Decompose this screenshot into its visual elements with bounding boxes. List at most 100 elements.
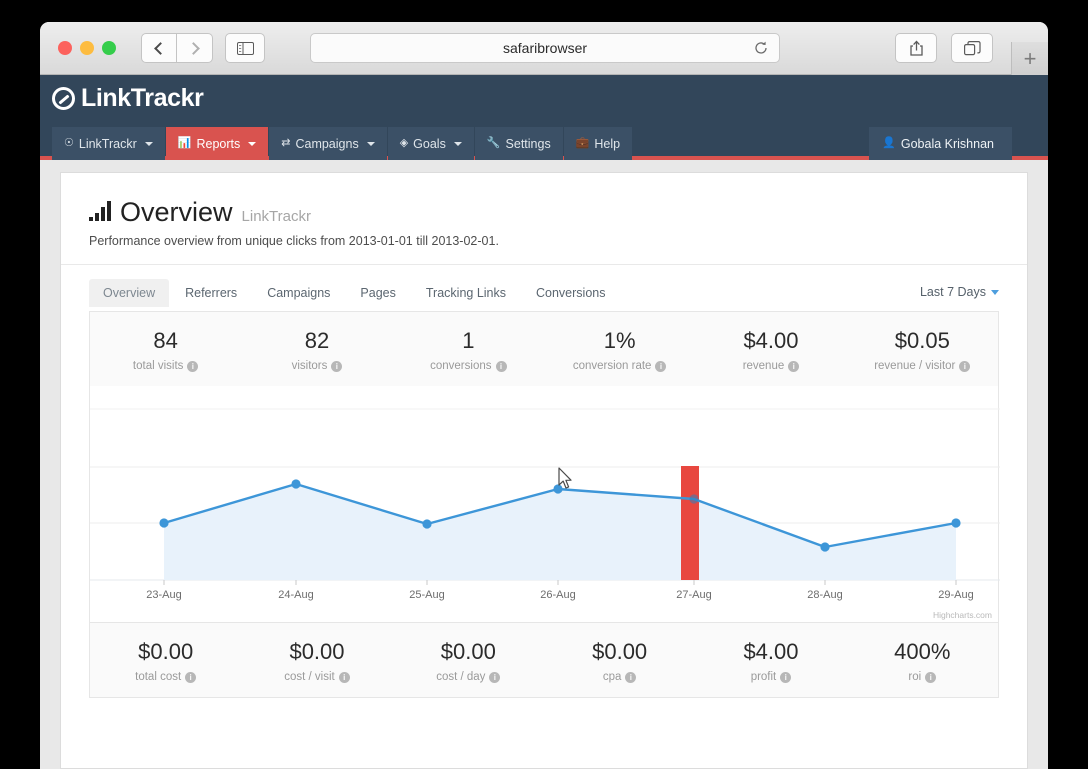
chevron-left-icon: [154, 41, 167, 55]
stat-value: $0.00: [440, 639, 496, 664]
back-button[interactable]: [141, 33, 177, 63]
reload-button[interactable]: [753, 40, 769, 61]
forward-button[interactable]: [177, 33, 213, 63]
stat-label: roi i: [851, 671, 994, 683]
chevron-down-icon: [248, 141, 257, 146]
chart-svg: 23-Aug 24-Aug 25-Aug 26-Aug 27-Aug 28-Au…: [90, 408, 1000, 601]
info-icon[interactable]: i: [788, 360, 800, 372]
stat-label-text: conversion rate: [572, 360, 652, 372]
app-header: LinkTrackr: [40, 75, 1048, 127]
chart-area-fill: [164, 484, 956, 580]
stat-label: total visits i: [94, 360, 237, 372]
nav-item-reports[interactable]: 📊 Reports: [165, 127, 269, 160]
page-title: Overview: [120, 197, 233, 227]
user-menu-label: Gobala Krishnan: [900, 136, 994, 151]
app-logo-text: LinkTrackr: [81, 84, 204, 112]
tab-conversions[interactable]: Conversions: [522, 279, 619, 307]
stat-roi: 400% roi i: [847, 623, 998, 697]
chevron-down-icon: [453, 141, 462, 146]
stat-label: cpa i: [548, 671, 691, 683]
performance-chart[interactable]: 23-Aug 24-Aug 25-Aug 26-Aug 27-Aug 28-Au…: [89, 386, 1000, 622]
stat-label: revenue / visitor i: [851, 360, 994, 372]
tab-overview[interactable]: Overview: [89, 279, 170, 307]
info-icon[interactable]: i: [495, 360, 507, 372]
app-logo[interactable]: LinkTrackr: [52, 84, 204, 113]
tab-tracking-links[interactable]: Tracking Links: [412, 279, 520, 307]
nav-item-label: LinkTrackr: [78, 136, 137, 151]
tab-label: Overview: [103, 286, 156, 300]
mouse-cursor: [558, 467, 572, 489]
window-controls: [58, 41, 116, 55]
chart-conversion-bar[interactable]: [681, 466, 699, 580]
chevron-down-icon: [366, 141, 375, 146]
stat-value: $0.00: [289, 639, 345, 664]
minimize-window-button[interactable]: [80, 41, 94, 55]
sidebar-toggle-button[interactable]: [225, 33, 265, 63]
user-menu[interactable]: 👤 Gobala Krishnan: [869, 127, 1012, 160]
nav-item-label: Goals: [413, 136, 446, 151]
info-icon[interactable]: i: [187, 360, 199, 372]
info-icon[interactable]: i: [185, 671, 197, 683]
stat-label: revenue i: [699, 360, 842, 372]
stat-profit: $4.00 profit i: [695, 623, 846, 697]
info-icon[interactable]: i: [655, 360, 667, 372]
date-range-selector[interactable]: Last 7 Days: [920, 285, 999, 299]
nav-item-settings[interactable]: 🔧 Settings: [474, 127, 563, 160]
stat-label: conversion rate i: [548, 360, 691, 372]
linktrackr-logo-icon: [52, 87, 75, 110]
nav-item-label: Help: [594, 136, 621, 151]
info-icon[interactable]: i: [331, 360, 343, 372]
info-icon[interactable]: i: [489, 671, 501, 683]
diamond-icon: ◈: [399, 137, 409, 149]
info-icon[interactable]: i: [780, 671, 792, 683]
stat-label: cost / visit i: [245, 671, 388, 683]
chevron-right-icon: [186, 41, 200, 55]
new-tab-button[interactable]: +: [1011, 42, 1048, 76]
page-header: Overview LinkTrackr Performance overview…: [61, 173, 1027, 265]
nav-item-goals[interactable]: ◈ Goals: [387, 127, 474, 160]
info-icon[interactable]: i: [625, 671, 637, 683]
share-button[interactable]: [895, 33, 937, 63]
stat-value: $0.05: [894, 328, 950, 353]
info-icon[interactable]: i: [925, 671, 937, 683]
report-card: Overview LinkTrackr Performance overview…: [60, 172, 1028, 769]
info-icon[interactable]: i: [338, 671, 350, 683]
stat-value: 1%: [603, 328, 636, 353]
nav-item-linktrackr[interactable]: ☉ LinkTrackr: [52, 127, 165, 160]
report-tabs-row: Overview Referrers Campaigns Pages Track: [61, 265, 1027, 311]
stat-label: conversions i: [397, 360, 540, 372]
nav-item-campaigns[interactable]: ⇄ Campaigns: [269, 127, 387, 160]
stat-label-text: total visits: [132, 360, 184, 372]
chart-credit[interactable]: Highcharts.com: [932, 610, 992, 620]
browser-titlebar: safaribrowser: [40, 22, 1048, 76]
tab-label: Referrers: [185, 286, 238, 300]
show-tabs-button[interactable]: [951, 33, 993, 63]
user-icon: 👤: [882, 137, 896, 149]
stat-value: 400%: [894, 639, 951, 664]
stat-value: 1: [462, 328, 475, 353]
reload-icon: [755, 41, 767, 54]
tab-pages[interactable]: Pages: [346, 279, 409, 307]
globe-icon: ☉: [64, 137, 74, 149]
page-description: Performance overview from unique clicks …: [89, 234, 499, 248]
nav-item-help[interactable]: 💼 Help: [563, 127, 633, 160]
share-icon: [909, 40, 923, 56]
address-bar[interactable]: safaribrowser: [310, 33, 780, 63]
maximize-window-button[interactable]: [102, 41, 116, 55]
stat-cost-per-day: $0.00 cost / day i: [393, 623, 544, 697]
stat-cpa: $0.00 cpa i: [544, 623, 695, 697]
tab-campaigns[interactable]: Campaigns: [253, 279, 344, 307]
stat-label-text: cost / visit: [284, 671, 335, 683]
medkit-icon: 💼: [575, 137, 590, 149]
tab-referrers[interactable]: Referrers: [171, 279, 251, 307]
nav-items: ☉ LinkTrackr 📊 Reports ⇄ Campaigns ◈ Go: [40, 127, 1048, 160]
stats-row-top: 84 total visits i 82 visitors i: [89, 311, 999, 386]
chart-x-ticks: [163, 580, 957, 585]
chart-x-label: 23-Aug: [146, 589, 181, 601]
nav-item-label: Settings: [505, 136, 551, 151]
chart-x-label: 29-Aug: [938, 589, 973, 601]
tab-label: Tracking Links: [425, 286, 506, 300]
info-icon[interactable]: i: [959, 360, 971, 372]
close-window-button[interactable]: [58, 41, 72, 55]
stat-revenue-per-visitor: $0.05 revenue / visitor i: [847, 312, 998, 386]
